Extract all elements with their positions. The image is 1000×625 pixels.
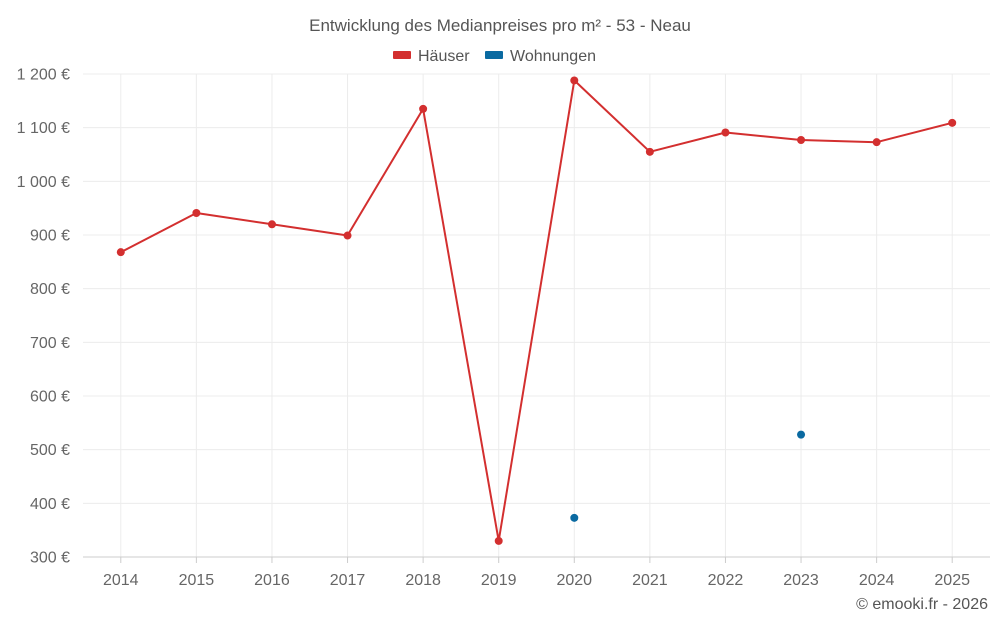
chart-title: Entwicklung des Medianpreises pro m² - 5… [309, 16, 691, 35]
series-1 [570, 430, 806, 522]
y-tick-label: 1 000 € [17, 174, 70, 191]
y-tick-label: 1 200 € [17, 67, 70, 84]
x-tick-label: 2014 [103, 572, 139, 589]
data-point[interactable] [948, 118, 957, 127]
data-point[interactable] [721, 128, 730, 137]
legend[interactable]: Häuser Wohnungen [393, 48, 596, 65]
legend-swatch [393, 51, 411, 59]
data-point[interactable] [267, 220, 276, 229]
data-point[interactable] [343, 231, 352, 240]
y-tick-label: 400 € [30, 496, 70, 513]
data-point[interactable] [494, 536, 503, 545]
x-tick-label: 2024 [859, 572, 895, 589]
data-point[interactable] [116, 248, 125, 257]
y-axis: 300 € 400 € 500 € 600 € 700 € 800 € 900 € 1 000… [17, 67, 70, 567]
legend-label: Wohnungen [510, 48, 596, 65]
x-tick-label: 2015 [179, 572, 215, 589]
x-tick-label: 2019 [481, 572, 517, 589]
y-tick-label: 1 100 € [17, 120, 70, 137]
gridlines [83, 73, 990, 557]
x-tick-label: 2018 [405, 572, 441, 589]
y-tick-label: 800 € [30, 281, 70, 298]
x-tick-label: 2023 [783, 572, 819, 589]
series-layer [116, 76, 957, 545]
x-tick-label: 2025 [934, 572, 970, 589]
x-tick-label: 2022 [708, 572, 744, 589]
credit-text: © emooki.fr - 2026 [856, 596, 988, 613]
y-tick-label: 700 € [30, 335, 70, 352]
series-0 [116, 76, 957, 545]
x-axis: 2014 2015 2016 2017 2018 2019 2020 2021 2022 2023… [83, 556, 990, 589]
legend-label: Häuser [418, 48, 470, 65]
data-point[interactable] [872, 138, 881, 147]
x-tick-label: 2016 [254, 572, 290, 589]
y-tick-label: 900 € [30, 228, 70, 245]
y-tick-label: 500 € [30, 442, 70, 459]
data-point[interactable] [797, 430, 806, 439]
x-tick-label: 2021 [632, 572, 668, 589]
data-point[interactable] [797, 136, 806, 145]
data-point[interactable] [419, 104, 428, 113]
data-point[interactable] [570, 513, 579, 522]
data-point[interactable] [192, 208, 201, 217]
x-tick-label: 2017 [330, 572, 366, 589]
legend-item[interactable]: Wohnungen [485, 48, 596, 65]
data-point[interactable] [645, 147, 654, 156]
y-tick-label: 600 € [30, 389, 70, 406]
data-point[interactable] [570, 76, 579, 85]
series-line [120, 79, 953, 542]
y-tick-label: 300 € [30, 550, 70, 567]
x-tick-label: 2020 [556, 572, 592, 589]
legend-item[interactable]: Häuser [393, 48, 470, 65]
legend-swatch [485, 51, 503, 59]
